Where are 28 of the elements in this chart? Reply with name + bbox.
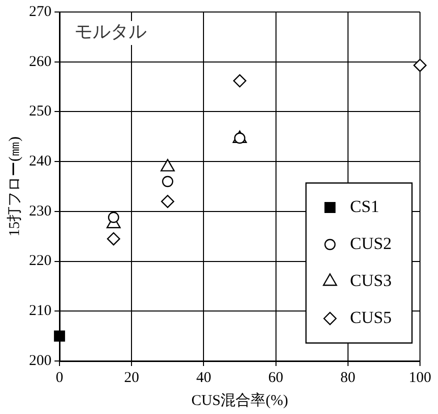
point	[54, 330, 66, 342]
point	[413, 58, 427, 72]
y-tick-label: 260	[29, 54, 52, 70]
x-tick-label: 0	[56, 370, 64, 386]
annotation: モルタル	[74, 22, 146, 42]
x-tick-label: 40	[196, 370, 212, 386]
y-tick-label: 200	[29, 352, 52, 369]
legend-label: CUS5	[350, 308, 392, 327]
y-tick-label: 220	[29, 253, 52, 270]
legend-label: CS1	[350, 196, 380, 216]
y-tick-label: 210	[29, 303, 52, 320]
point	[162, 176, 174, 188]
x-tick-label: 80	[340, 370, 356, 386]
y-tick-label: 270	[29, 4, 52, 20]
x-tick-label: 100	[408, 370, 432, 386]
point	[106, 232, 120, 246]
y-tick-label: 230	[29, 203, 52, 220]
y-tick-label: 250	[29, 104, 52, 120]
x-tick-label: 60	[268, 370, 284, 386]
legend-label: CUS3	[350, 270, 392, 290]
y-tick-label: 240	[29, 154, 52, 170]
point	[161, 194, 174, 208]
y-axis-title: 15打フロー(㎜)	[6, 136, 23, 236]
x-tick-label: 20	[124, 370, 140, 386]
legend-label: CUS2	[350, 234, 392, 253]
x-axis-title: CUS混合率(%)	[191, 392, 288, 409]
point	[108, 212, 120, 224]
point	[233, 74, 246, 88]
